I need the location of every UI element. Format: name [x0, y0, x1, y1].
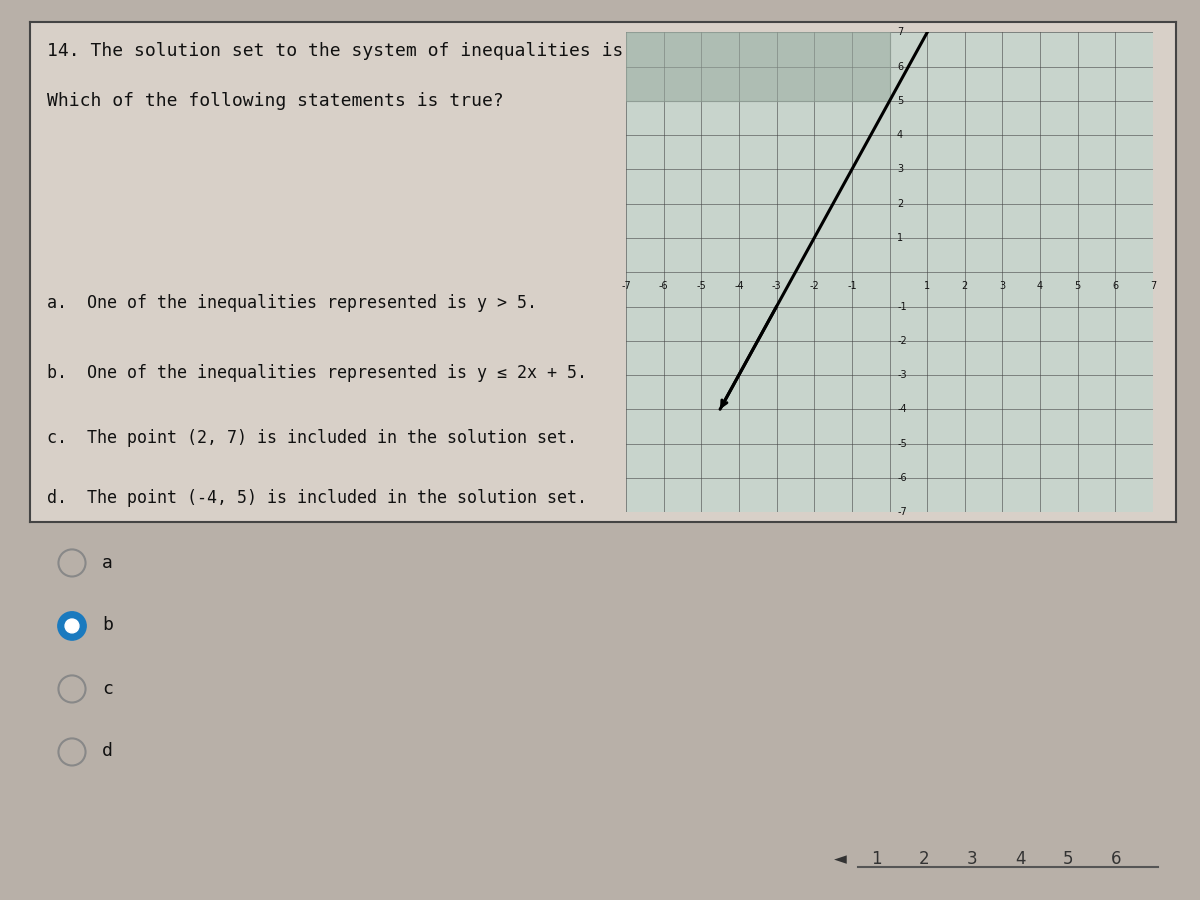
Text: ◄: ◄	[834, 850, 847, 868]
Text: -3: -3	[898, 370, 907, 380]
Text: -5: -5	[898, 438, 907, 448]
Text: -6: -6	[898, 472, 907, 482]
Text: 1: 1	[871, 850, 881, 868]
Text: 6: 6	[898, 62, 904, 72]
Text: Which of the following statements is true?: Which of the following statements is tru…	[47, 93, 504, 111]
Text: -4: -4	[734, 281, 744, 291]
Circle shape	[58, 612, 86, 640]
Text: 3: 3	[967, 850, 977, 868]
Text: 7: 7	[1150, 281, 1157, 291]
Text: -3: -3	[772, 281, 781, 291]
Text: 7: 7	[898, 28, 904, 38]
Text: 4: 4	[1015, 850, 1025, 868]
Text: b.  One of the inequalities represented is y ≤ 2x + 5.: b. One of the inequalities represented i…	[47, 364, 587, 382]
Text: a: a	[102, 554, 113, 572]
Text: -1: -1	[847, 281, 857, 291]
Text: a.  One of the inequalities represented is y > 5.: a. One of the inequalities represented i…	[47, 294, 538, 312]
Text: 5: 5	[1063, 850, 1073, 868]
Text: -1: -1	[898, 302, 907, 311]
Text: 3: 3	[898, 165, 904, 175]
Text: 14. The solution set to the system of inequalities is shown.: 14. The solution set to the system of in…	[47, 42, 700, 60]
Text: -5: -5	[696, 281, 706, 291]
Text: b: b	[102, 616, 113, 634]
Text: 2: 2	[919, 850, 929, 868]
Text: 6: 6	[1112, 281, 1118, 291]
Text: 1: 1	[898, 233, 904, 243]
Text: 2: 2	[898, 199, 904, 209]
Text: d.  The point (-4, 5) is included in the solution set.: d. The point (-4, 5) is included in the …	[47, 489, 587, 507]
Text: -7: -7	[898, 507, 907, 517]
Text: 6: 6	[1111, 850, 1121, 868]
Text: d: d	[102, 742, 113, 760]
Text: 3: 3	[1000, 281, 1006, 291]
Text: c.  The point (2, 7) is included in the solution set.: c. The point (2, 7) is included in the s…	[47, 429, 577, 447]
Text: 5: 5	[1075, 281, 1081, 291]
Text: 2: 2	[961, 281, 968, 291]
Text: 4: 4	[1037, 281, 1043, 291]
Text: -4: -4	[898, 404, 907, 414]
Text: 4: 4	[898, 130, 904, 140]
Text: -6: -6	[659, 281, 668, 291]
Circle shape	[65, 619, 79, 633]
Text: -2: -2	[809, 281, 820, 291]
Text: 1: 1	[924, 281, 930, 291]
Text: c: c	[102, 680, 113, 698]
Text: -7: -7	[622, 281, 631, 291]
Text: 5: 5	[898, 96, 904, 106]
Text: -2: -2	[898, 336, 907, 346]
